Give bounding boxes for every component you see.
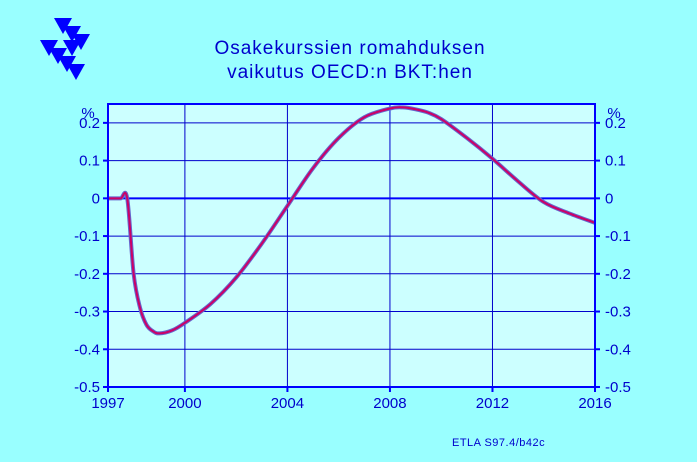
- y-tick-label-left: -0.2: [74, 266, 100, 283]
- x-tick-label: 2016: [578, 395, 611, 412]
- chart-title-line-1: Osakekurssien romahduksen: [214, 38, 485, 59]
- y-axis-left: 0.2 0.1 0 -0.1 -0.2 -0.3 -0.4 -0.5: [74, 115, 108, 396]
- y-tick-label-left: -0.3: [74, 304, 100, 321]
- x-tick-label: 2000: [168, 395, 201, 412]
- y-tick-label-right: 0.1: [605, 153, 626, 170]
- y-axis-right: 0.2 0.1 0 -0.1 -0.2 -0.3 -0.4 -0.5: [595, 115, 631, 396]
- chart-title-line-2: vaikutus OECD:n BKT:hen: [227, 62, 473, 83]
- plot-frame: [107, 103, 596, 388]
- y-tick-label-left: 0.1: [79, 153, 100, 170]
- y-tick-label-left: -0.4: [74, 341, 100, 358]
- series-layer: [108, 105, 596, 336]
- y-tick-label-right: 0.2: [605, 115, 626, 132]
- y-tick-label-right: 0: [605, 190, 613, 207]
- y-tick-label-right: -0.3: [605, 304, 631, 321]
- y-tick-label-right: -0.2: [605, 266, 631, 283]
- y-tick-label-right: -0.5: [605, 379, 631, 396]
- x-tick-label: 2004: [271, 395, 304, 412]
- y-tick-label-left: -0.1: [74, 228, 100, 245]
- y-tick-label-right: -0.4: [605, 341, 631, 358]
- x-tick-label: 2012: [476, 395, 509, 412]
- series-line-0: [108, 106, 596, 335]
- y-unit-right: %: [607, 105, 620, 122]
- x-axis: 1997 2000 2004 2008 2012 2016: [91, 387, 612, 412]
- plot-area: [108, 104, 595, 387]
- x-tick-label: 2008: [373, 395, 406, 412]
- y-unit-left: %: [81, 105, 94, 122]
- y-tick-label-left: -0.5: [74, 379, 100, 396]
- source-credit: ETLA S97.4/b42c: [452, 437, 545, 449]
- x-tick-label: 1997: [91, 395, 124, 412]
- y-tick-label-left: 0: [92, 190, 100, 207]
- y-tick-label-left: 0.2: [79, 115, 100, 132]
- y-tick-label-right: -0.1: [605, 228, 631, 245]
- etla-logo: [40, 18, 90, 80]
